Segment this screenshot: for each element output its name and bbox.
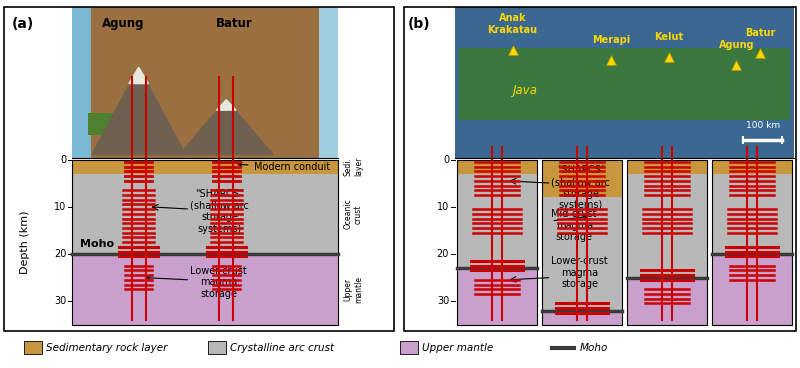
Text: 20: 20 bbox=[54, 249, 66, 259]
Polygon shape bbox=[179, 100, 273, 155]
Bar bbox=[458, 174, 538, 268]
Text: Batur: Batur bbox=[216, 17, 253, 30]
Text: Lower-crust
magma
storage: Lower-crust magma storage bbox=[190, 266, 247, 299]
Bar bbox=[88, 113, 127, 135]
Text: "SHARCS"
(shallow arc
storage
systems): "SHARCS" (shallow arc storage systems) bbox=[190, 189, 249, 234]
Bar bbox=[712, 160, 792, 174]
Text: Moho: Moho bbox=[80, 239, 114, 249]
Text: Sedi.
layer: Sedi. layer bbox=[344, 157, 363, 176]
Bar bbox=[459, 48, 790, 120]
Bar bbox=[712, 174, 792, 254]
Polygon shape bbox=[129, 67, 149, 84]
Text: Merapi: Merapi bbox=[592, 35, 630, 46]
Text: Depth (km): Depth (km) bbox=[21, 210, 30, 274]
Text: Anak
Krakatau: Anak Krakatau bbox=[487, 13, 538, 35]
Polygon shape bbox=[92, 67, 186, 155]
Bar bbox=[91, 7, 319, 158]
Text: 10: 10 bbox=[437, 202, 449, 212]
Bar bbox=[311, 7, 338, 158]
Text: (b): (b) bbox=[408, 17, 430, 31]
Bar bbox=[72, 160, 338, 325]
Text: Upper mantle: Upper mantle bbox=[422, 343, 494, 353]
Bar bbox=[627, 174, 707, 277]
Polygon shape bbox=[217, 100, 236, 110]
Text: Agung: Agung bbox=[718, 40, 754, 50]
Text: Crystalline arc crust: Crystalline arc crust bbox=[230, 343, 334, 353]
Bar bbox=[712, 254, 792, 325]
Bar bbox=[455, 7, 794, 50]
Text: Java: Java bbox=[513, 84, 538, 97]
Text: Modern conduit: Modern conduit bbox=[238, 162, 330, 171]
Bar bbox=[627, 160, 707, 325]
Text: 30: 30 bbox=[437, 296, 449, 306]
Text: Kelut: Kelut bbox=[654, 32, 683, 42]
Bar bbox=[712, 160, 792, 325]
Bar bbox=[542, 311, 622, 325]
Bar bbox=[762, 63, 784, 116]
Text: 30: 30 bbox=[54, 296, 66, 306]
Text: Moho: Moho bbox=[580, 343, 608, 353]
Text: Agung: Agung bbox=[102, 17, 144, 30]
Text: 100 km: 100 km bbox=[746, 121, 780, 130]
Text: 0: 0 bbox=[443, 155, 449, 164]
Text: Lower-crust
magma
storage: Lower-crust magma storage bbox=[551, 256, 608, 289]
Bar bbox=[458, 160, 538, 325]
Bar bbox=[458, 268, 538, 325]
Bar bbox=[542, 160, 622, 197]
Text: (a): (a) bbox=[12, 17, 34, 31]
Bar bbox=[455, 7, 794, 158]
Text: 0: 0 bbox=[60, 155, 66, 164]
Bar bbox=[627, 160, 707, 174]
Text: 10: 10 bbox=[54, 202, 66, 212]
Text: Upper
mantle: Upper mantle bbox=[344, 276, 363, 303]
Bar bbox=[72, 7, 104, 158]
Bar bbox=[119, 113, 142, 129]
Text: Oceanic
crust: Oceanic crust bbox=[344, 198, 363, 229]
Bar bbox=[72, 254, 338, 325]
Bar bbox=[542, 160, 622, 325]
Text: 20: 20 bbox=[437, 249, 449, 259]
Text: Mid-crust
magma
storage: Mid-crust magma storage bbox=[551, 209, 597, 242]
Text: "SHARCS"
(shallow arc
storage
systems): "SHARCS" (shallow arc storage systems) bbox=[551, 166, 610, 210]
Bar bbox=[458, 160, 538, 174]
Text: Sedimentary rock layer: Sedimentary rock layer bbox=[46, 343, 168, 353]
Bar bbox=[542, 197, 622, 311]
Bar bbox=[72, 160, 338, 174]
Bar bbox=[627, 277, 707, 325]
Bar bbox=[72, 174, 338, 254]
Text: Batur: Batur bbox=[745, 28, 775, 38]
